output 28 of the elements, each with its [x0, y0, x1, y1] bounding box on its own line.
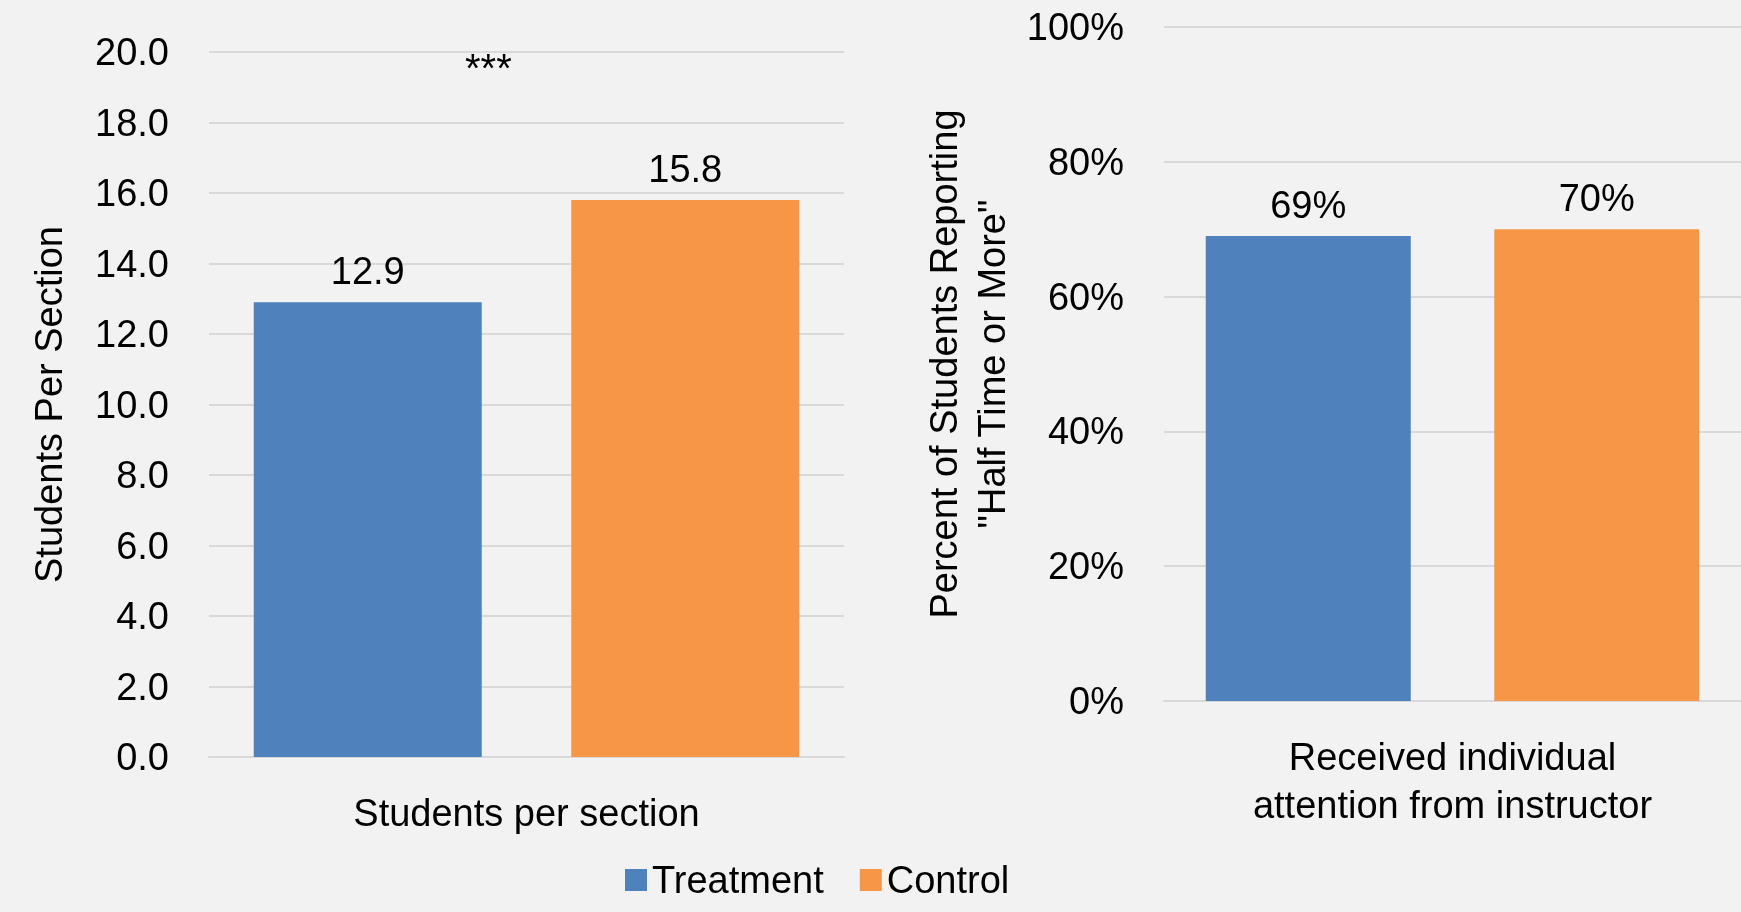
y-tick-label: 40% [1047, 410, 1124, 453]
y-tick-label: 20.0 [95, 31, 169, 73]
y-tick-label: 60% [1047, 275, 1124, 318]
legend-label: Control [886, 859, 1010, 901]
y-tick-label: 2.0 [116, 665, 169, 708]
y-tick-label: 16.0 [95, 172, 169, 214]
data-label: 69% [1270, 183, 1347, 226]
y-tick-label: 100% [1026, 6, 1124, 48]
y-tick-label: 12.0 [95, 313, 169, 355]
data-label: 70% [1558, 177, 1635, 220]
y-tick-label: 6.0 [116, 524, 169, 567]
y-tick-label: 10.0 [95, 383, 169, 426]
y-tick-label: 20% [1047, 545, 1124, 588]
y-axis-title: Students Per Section [28, 226, 70, 583]
y-axis-title: Percent of Students Reporting "Half Time or More" [922, 109, 1013, 619]
y-tick-label: 80% [1047, 140, 1124, 183]
y-tick-label: 8.0 [116, 454, 169, 496]
annotation: *** [465, 46, 512, 90]
data-label: 15.8 [648, 148, 723, 191]
x-axis-title: Received individual attention from instructor [1252, 736, 1653, 826]
y-tick-label: 0% [1069, 680, 1124, 722]
x-axis-title: Students per section [353, 792, 700, 834]
y-tick-label: 14.0 [95, 242, 169, 285]
y-tick-label: 4.0 [116, 595, 169, 637]
legend-label: Treatment [652, 859, 825, 901]
y-tick-label: 18.0 [95, 101, 169, 144]
data-label: 12.9 [330, 250, 405, 293]
y-tick-label: 0.0 [116, 736, 169, 778]
